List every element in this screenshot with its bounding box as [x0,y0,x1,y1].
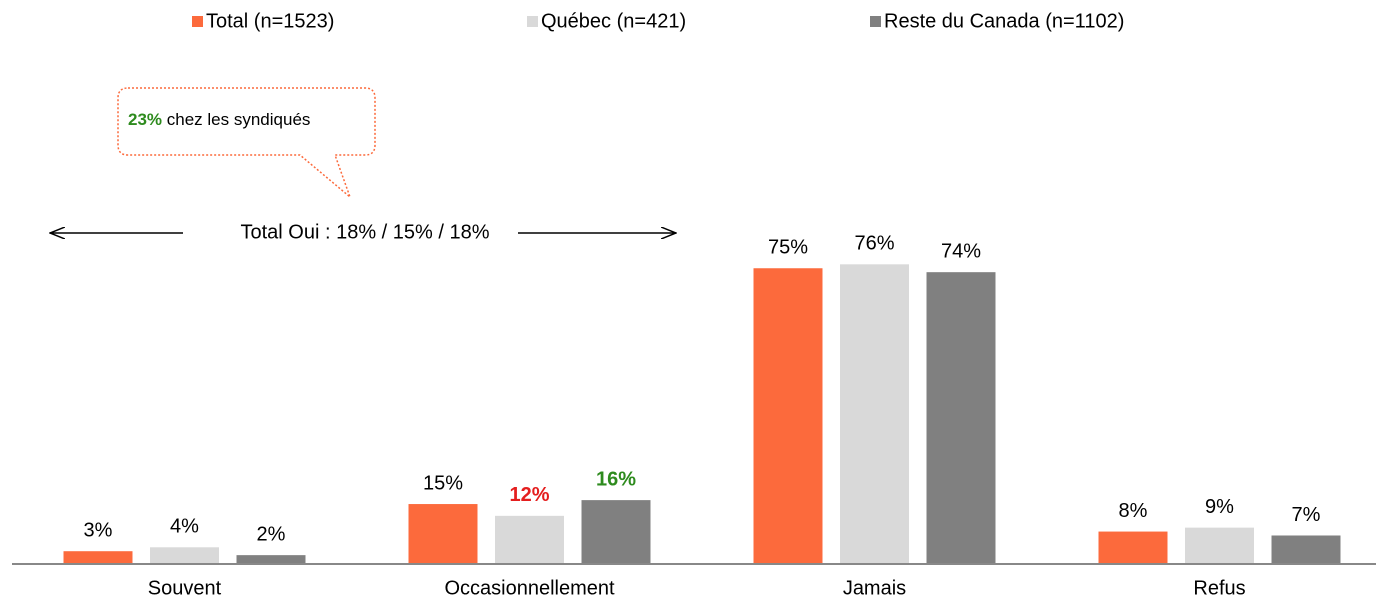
callout-box [117,87,376,200]
bar [495,515,564,563]
value-label: 15% [423,472,463,494]
x-tick-label: Jamais [843,577,906,599]
bar [581,500,651,563]
bar [408,504,478,563]
bar [1185,527,1254,563]
value-label: 3% [84,519,113,541]
legend-label: Québec (n=421) [541,10,686,32]
bar [753,268,823,563]
legend-swatch [870,16,881,27]
legend-swatch [527,16,538,27]
x-tick-label: Occasionnellement [444,577,615,599]
value-label: 9% [1205,496,1234,518]
bar [840,264,909,563]
value-label: 2% [257,523,286,545]
value-label: 16% [596,468,636,490]
value-label: 12% [509,484,549,506]
bar [63,551,133,563]
bar [1098,531,1168,563]
value-label: 75% [768,237,808,259]
callout-highlight: 23% [128,110,162,129]
x-tick-label: Refus [1193,577,1245,599]
bar [926,272,996,563]
value-label: 7% [1292,504,1321,526]
callout-text: 23% chez les syndiqués [128,110,310,129]
callout-rest: chez les syndiqués [167,110,311,129]
value-label: 76% [854,233,894,255]
total-oui: Total Oui : 18% / 15% / 18% [240,221,489,243]
value-label: 8% [1119,500,1148,522]
legend-swatch [192,16,203,27]
bar [1271,535,1341,563]
bar [150,547,219,563]
legend-label: Total (n=1523) [206,10,334,32]
x-tick-label: Souvent [148,577,222,599]
value-label: 4% [170,516,199,538]
legend-label: Reste du Canada (n=1102) [884,10,1124,32]
value-label: 74% [941,240,981,262]
bar [236,555,306,563]
